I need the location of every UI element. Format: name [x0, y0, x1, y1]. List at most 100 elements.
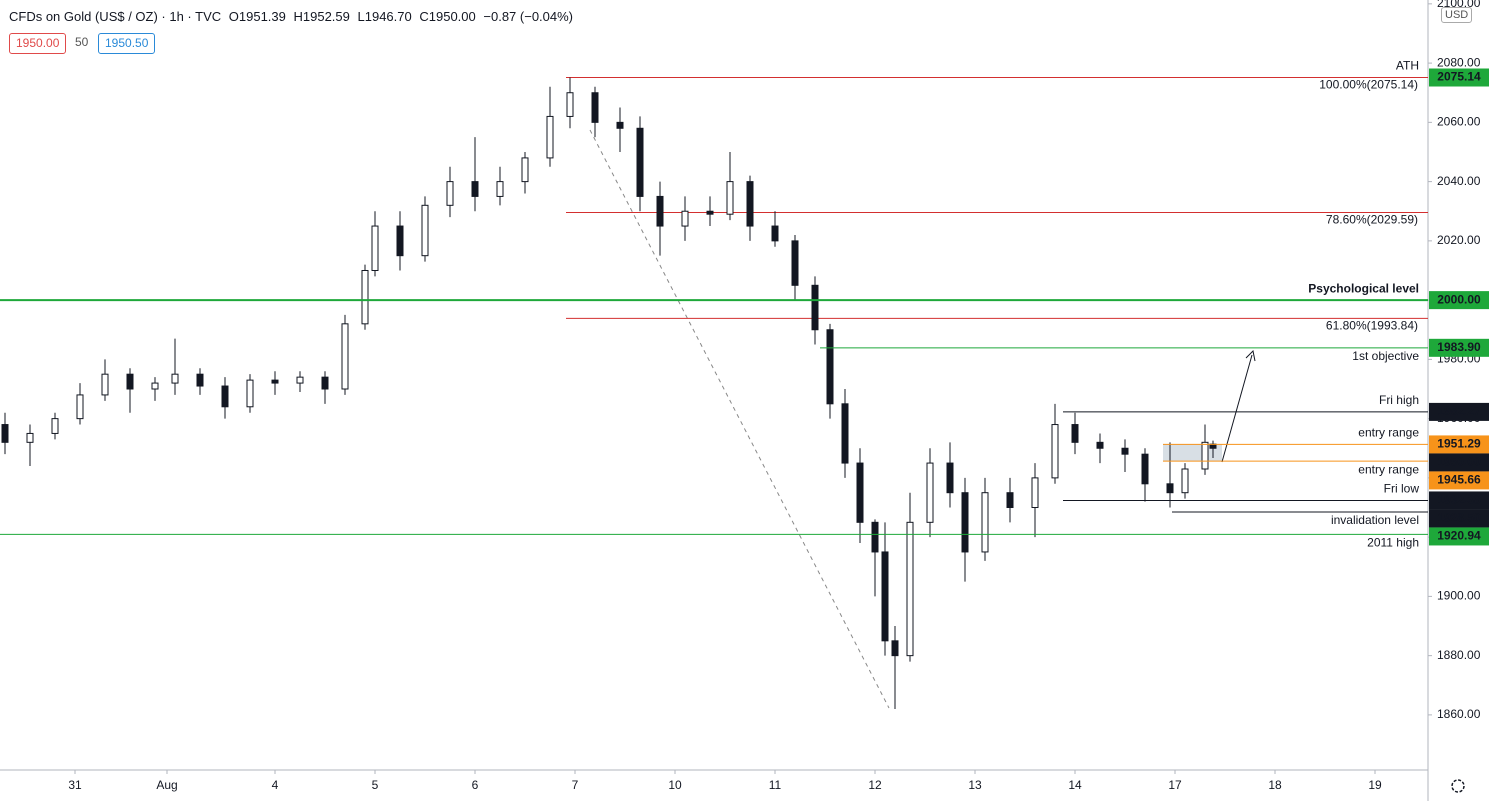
symbol: CFDs on Gold (US$ / OZ) · 1h · TVC [9, 9, 222, 24]
price-tag: 2000.00 [1429, 291, 1489, 310]
price-tag: 1983.90 [1429, 338, 1489, 357]
candle-body [1121, 447, 1129, 455]
spread: 50 [75, 35, 89, 49]
candle-body [246, 379, 254, 408]
settings-icon [1451, 779, 1465, 793]
y-tick-label: 1860.00 [1437, 707, 1481, 721]
candle-body [421, 204, 429, 257]
price-tag: 1951.29 [1429, 435, 1489, 454]
price-tag-bg [1429, 291, 1489, 310]
candle-body [681, 210, 689, 227]
price-tag-label: 1932.38 [1437, 493, 1481, 507]
x-tick-label: 4 [272, 778, 279, 792]
price-tag-label: 1951.29 [1437, 437, 1481, 451]
candle-body [1201, 441, 1209, 470]
candle-body [826, 329, 834, 405]
candle-body [446, 181, 454, 206]
price-tag-bg [1429, 435, 1489, 454]
ohlc-open: O1951.39 [228, 9, 286, 24]
x-tick-label: 31 [68, 778, 82, 792]
candle-body [891, 640, 899, 657]
candle-body [471, 181, 479, 197]
candle-body [566, 92, 574, 117]
candle-body [616, 121, 624, 129]
level-label: Psychological level [1308, 281, 1419, 295]
candle-body [126, 373, 134, 390]
x-tick-label: 6 [472, 778, 479, 792]
x-tick-label: 11 [769, 778, 782, 792]
level-label: entry range [1358, 462, 1419, 476]
price-tag: 1920.94 [1429, 527, 1489, 546]
price-tag: 1950.00 [1429, 453, 1489, 472]
candle-body [26, 432, 34, 443]
candle-body [1006, 492, 1014, 509]
candle-body [371, 225, 379, 271]
level-label: ATH [1396, 59, 1419, 73]
candle-body [726, 181, 734, 215]
x-tick-label: 10 [668, 778, 682, 792]
candle-body [271, 379, 279, 384]
price-tag: 1962.27 [1429, 402, 1489, 421]
candle-body [591, 92, 599, 123]
candle-body [1166, 483, 1174, 494]
candle-body [76, 394, 84, 420]
price-tag-bg [1429, 453, 1489, 472]
price-tag-label: 1950.00 [1437, 455, 1481, 469]
buy-button[interactable]: 1950.50 [98, 33, 156, 54]
price-tag-bg [1429, 509, 1489, 528]
candle-body [101, 373, 109, 396]
price-tag-bg [1429, 471, 1489, 490]
currency[interactable]: USD [1441, 7, 1473, 23]
price-tag: 2075.14 [1429, 68, 1489, 87]
fib-label: 100.00%(2075.14) [1319, 78, 1418, 92]
candle-body [656, 195, 664, 227]
level-label: Fri high [1379, 393, 1419, 407]
level-label: Fri low [1384, 482, 1420, 496]
candle-body [961, 492, 969, 553]
y-tick-label: 2080.00 [1437, 55, 1481, 69]
candle-body [321, 376, 329, 390]
candle-body [1181, 468, 1189, 494]
candle-body [771, 225, 779, 242]
x-tick-label: 7 [572, 778, 579, 792]
candle-body [746, 181, 754, 227]
price-tag-bg [1429, 68, 1489, 87]
y-tick-label: 1900.00 [1437, 589, 1481, 603]
price-tag-label: 2000.00 [1437, 292, 1481, 306]
level-label: invalidation level [1331, 513, 1419, 527]
candle-body [546, 115, 554, 159]
candle-body [906, 521, 914, 657]
y-tick-label: 2100.00 [1437, 0, 1481, 10]
fib-label: 78.60%(2029.59) [1326, 213, 1418, 227]
candle-body [51, 418, 59, 434]
y-tick-label: 2060.00 [1437, 115, 1481, 129]
candle-body [151, 382, 159, 390]
fib-label: 61.80%(1993.84) [1326, 319, 1418, 333]
price-tag-label: 1945.66 [1437, 473, 1481, 487]
ohlc-close: C1950.00 [419, 9, 476, 24]
candle-body [926, 462, 934, 523]
price-tag: 1932.38 [1429, 491, 1489, 510]
level-label: 1st objective [1352, 349, 1419, 363]
y-tick-label: 1880.00 [1437, 648, 1481, 662]
x-tick-label: Aug [156, 778, 177, 792]
x-tick-label: 12 [868, 778, 882, 792]
candle-body [396, 225, 404, 257]
candle-body [171, 373, 179, 384]
arrow-head [1245, 349, 1256, 362]
candle-body [1, 424, 9, 443]
candle-body [1141, 453, 1149, 485]
price-tag-bg [1429, 338, 1489, 357]
candle-body [221, 385, 229, 408]
candle-body [871, 521, 879, 553]
projection-arrow [1221, 354, 1253, 463]
candle-body [881, 551, 889, 642]
level-label: 2011 high [1367, 536, 1419, 550]
header: CFDs on Gold (US$ / OZ) · 1h · TVC O1951… [9, 9, 577, 24]
price-tag-label: 1983.90 [1437, 340, 1481, 354]
candle-body [341, 323, 349, 390]
price-tag: 1928.50 [1429, 509, 1489, 528]
sell-button[interactable]: 1950.00 [9, 33, 67, 54]
